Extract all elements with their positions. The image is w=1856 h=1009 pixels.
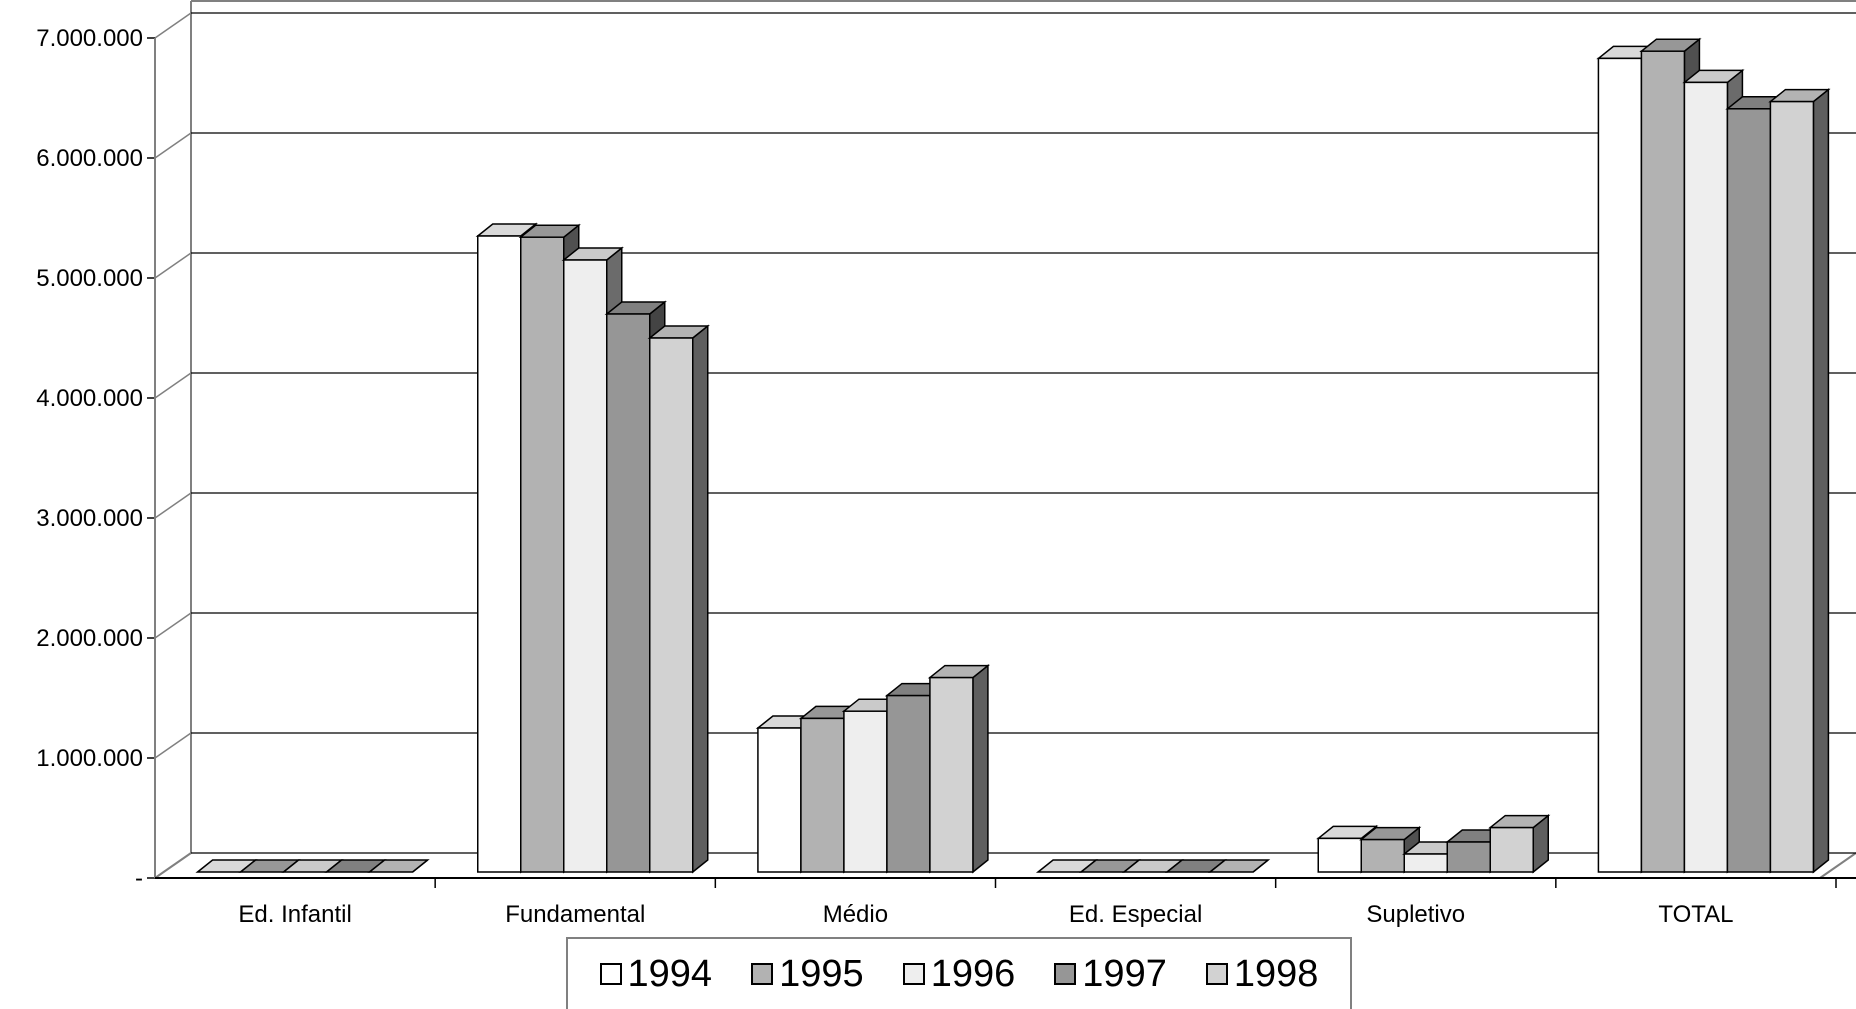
legend: 1994 1995 1996 1997 1998: [566, 937, 1352, 1009]
gridlines: [154, 12, 1856, 879]
y-tick-label: 1.000.000: [36, 745, 143, 772]
bar-front: [757, 727, 802, 873]
bar-1998-fundamental: [647, 324, 710, 874]
y-tick-label: 7.000.000: [36, 25, 143, 52]
bar-front: [886, 694, 931, 873]
y-tick-label: 4.000.000: [36, 385, 143, 412]
x-tick-label: Ed. Infantil: [238, 901, 351, 928]
bar-side: [1812, 88, 1830, 874]
bar-front: [563, 259, 608, 873]
legend-label-1996: 1996: [930, 952, 1016, 995]
x-tick-label: Fundamental: [505, 901, 645, 928]
bar-side: [972, 664, 989, 874]
bar-top: [1207, 859, 1271, 873]
legend-item-1995: 1995: [751, 953, 864, 996]
bar-1998-total: [1768, 88, 1831, 874]
legend-label-1997: 1997: [1082, 952, 1167, 995]
y-tick-label: 3.000.000: [36, 505, 143, 532]
bar-front: [520, 236, 565, 873]
legend-label-1994: 1994: [627, 952, 713, 995]
y-tick-labels: - 1.000.000 2.000.000 3.000.000 4.000.000 5.0…: [36, 25, 143, 892]
x-tick-labels: Ed. Infantil Fundamental Médio Ed. Especial…: [238, 901, 1733, 928]
bar-front: [800, 717, 845, 873]
bar-front: [1597, 57, 1643, 873]
side-gridline: [154, 252, 192, 279]
bar-top: [367, 859, 430, 873]
bar-front: [1446, 841, 1491, 873]
legend-item-1998: 1998: [1205, 952, 1319, 996]
axes: [147, 37, 1856, 888]
bar-side: [692, 324, 709, 874]
bars: [195, 37, 1831, 874]
bar-front: [1640, 50, 1686, 873]
legend-item-1996: 1996: [902, 952, 1016, 996]
bar-front: [1769, 100, 1815, 873]
legend-swatch-1994: [599, 963, 622, 985]
legend-label-1995: 1995: [779, 952, 864, 995]
bar-front: [606, 313, 651, 873]
bar-front: [1360, 838, 1405, 873]
y-tick-label: 5.000.000: [36, 265, 143, 292]
x-tick-label: Ed. Especial: [1069, 901, 1202, 928]
y-tick-label: -: [135, 865, 143, 892]
side-gridline: [154, 372, 192, 399]
x-tick-label: Supletivo: [1366, 901, 1465, 928]
bar-1998-edinfantil: [367, 859, 430, 873]
bar-front: [1726, 108, 1772, 873]
side-gridline: [154, 492, 192, 519]
bar-1998-edespecial: [1207, 859, 1271, 873]
legend-item-1997: 1997: [1054, 953, 1167, 996]
legend-item-1994: 1994: [599, 952, 713, 996]
bar-front: [1317, 837, 1362, 873]
side-gridline: [154, 732, 192, 759]
bar-front: [843, 710, 888, 873]
y-tick-label: 6.000.000: [36, 145, 143, 172]
bar-front: [649, 337, 694, 873]
legend-swatch-1998: [1205, 963, 1228, 985]
bar-front: [1403, 853, 1448, 873]
x-tick-label: TOTAL: [1658, 901, 1733, 928]
legend-swatch-1996: [902, 963, 925, 985]
legend-label-1998: 1998: [1233, 952, 1319, 995]
x-tick-label: Médio: [823, 901, 888, 928]
floor-right-edge: [1819, 852, 1856, 879]
bar-1998-mdio: [927, 664, 991, 874]
side-gridline: [154, 132, 192, 159]
bar-front: [1683, 81, 1729, 873]
bar-1998-supletivo: [1488, 814, 1551, 874]
side-gridline: [154, 852, 192, 879]
bar-front: [477, 235, 522, 873]
legend-swatch-1997: [1054, 963, 1077, 985]
bar-front: [929, 676, 974, 873]
side-gridline: [154, 12, 192, 39]
legend-swatch-1995: [751, 963, 774, 985]
bar-front: [1489, 826, 1534, 873]
y-tick-label: 2.000.000: [36, 625, 143, 652]
side-gridline: [154, 612, 192, 639]
